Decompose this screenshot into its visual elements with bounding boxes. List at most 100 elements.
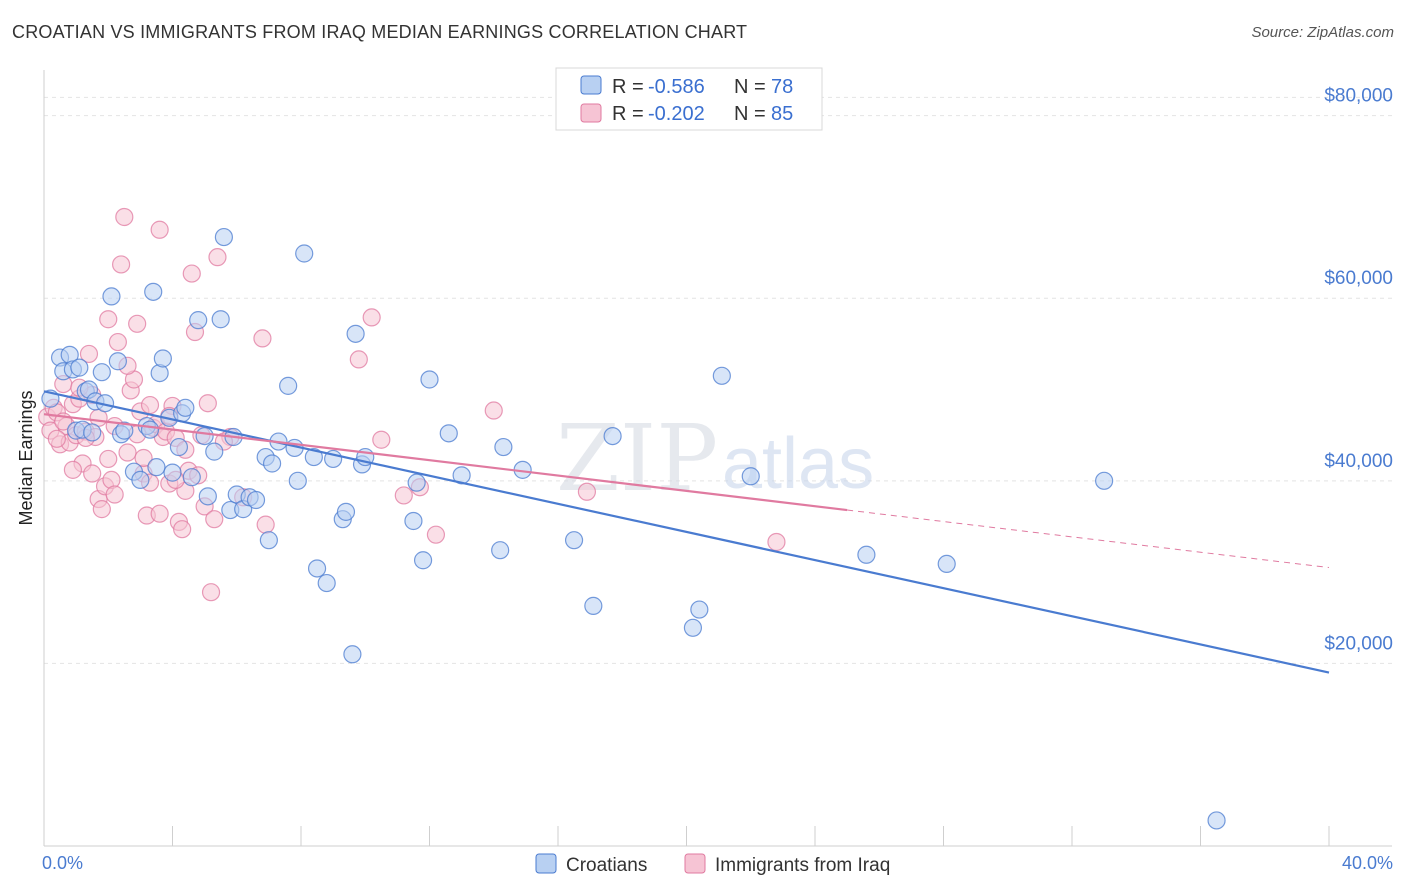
point-croatians-45 [259,531,278,550]
bottom-legend-swatch-croatians [535,853,557,874]
point-iraq-19 [99,310,118,329]
point-croatians-66 [439,424,458,443]
point-croatians-14 [102,287,121,306]
point-iraq-57 [362,308,381,327]
legend-swatch-croatians [580,75,602,95]
point-croatians-23 [147,458,166,477]
point-iraq-68 [134,448,153,468]
point-iraq-13 [79,344,99,364]
point-croatians-69 [494,437,513,457]
point-croatians-36 [211,310,230,329]
point-iraq-50 [201,583,221,602]
point-iraq-63 [577,482,597,501]
point-croatians-31 [182,468,201,487]
watermark-atlas: atlas [722,424,874,504]
point-croatians-68 [491,541,510,560]
trend-lines [43,390,1330,674]
point-croatians-21 [140,420,160,439]
point-iraq-62 [484,401,503,420]
point-croatians-43 [246,490,266,510]
legend-n-label-1: N = [734,76,766,98]
point-iraq-71 [83,464,102,483]
legend-r-value-2: -0.202 [648,103,705,125]
point-iraq-84 [205,510,224,529]
trend-line-croatians [43,390,1330,674]
point-iraq-25 [118,443,137,462]
point-iraq-82 [150,504,169,523]
point-croatians-53 [307,559,327,578]
y-tick-label-1: $40,000 [1324,451,1393,472]
point-croatians-46 [262,454,282,473]
point-iraq-58 [372,430,391,449]
point-croatians-63 [407,473,426,492]
point-croatians-37 [214,227,233,247]
point-croatians-19 [131,470,150,490]
point-iraq-51 [208,248,227,267]
point-croatians-76 [712,366,731,385]
point-croatians-27 [163,463,182,482]
point-iraq-17 [92,500,111,519]
point-croatians-22 [144,282,163,301]
point-iraq-55 [256,515,275,534]
x-axis-ticks [43,826,1330,846]
point-croatians-75 [690,600,709,619]
point-croatians-62 [404,511,423,531]
axes [43,70,1392,847]
point-iraq-28 [128,314,147,333]
point-iraq-81 [63,460,83,479]
point-croatians-59 [346,324,365,343]
point-croatians-58 [343,645,362,664]
x-tick-label-min: 0.0% [42,853,83,873]
bottom-legend: Croatians Immigrants from Iraq [535,853,890,876]
legend-n-label-2: N = [734,103,766,125]
legend-r-label-2: R = [612,103,644,125]
point-croatians-15 [108,352,127,371]
point-croatians-72 [584,596,603,615]
point-croatians-30 [176,398,195,417]
point-croatians-12 [92,363,111,382]
point-croatians-35 [205,442,224,461]
watermark: ZIP atlas [556,405,874,512]
point-croatians-52 [304,447,323,467]
legend-swatch-iraq [580,103,602,123]
point-croatians-71 [564,531,584,550]
point-croatians-48 [279,376,298,395]
y-axis-label: Median Earnings [16,390,36,525]
point-iraq-73 [140,395,160,415]
source-credit: Source: ZipAtlas.com [1251,24,1394,41]
point-iraq-22 [108,332,127,352]
point-croatians-34 [198,487,217,506]
point-iraq-42 [173,520,192,539]
trend-line-iraq-extension [847,509,1330,569]
point-croatians-73 [603,426,622,446]
point-croatians-33 [195,426,214,446]
series-croatians-points [41,227,1226,830]
y-tick-label-0: $20,000 [1324,633,1393,654]
point-iraq-23 [111,255,131,274]
point-croatians-80 [1095,471,1114,490]
point-croatians-10 [83,423,102,442]
point-croatians-25 [153,349,172,368]
point-iraq-79 [99,449,118,469]
point-croatians-74 [683,618,703,637]
legend-r-value-1: -0.586 [648,76,705,98]
point-croatians-50 [288,471,307,490]
point-iraq-59 [394,486,413,505]
point-croatians-78 [857,545,876,564]
legend-n-value-1: 78 [771,76,793,98]
y-tick-label-3: $80,000 [1324,86,1393,107]
point-croatians-6 [70,358,89,377]
point-iraq-54 [253,329,272,348]
point-iraq-75 [47,429,66,448]
point-iraq-49 [198,394,217,413]
bottom-legend-iraq: Immigrants from Iraq [715,855,890,876]
trend-line-iraq [43,413,848,512]
point-iraq-64 [767,532,786,552]
point-croatians-57 [336,502,356,521]
point-iraq-35 [150,220,169,239]
point-iraq-21 [105,485,124,504]
point-croatians-65 [420,370,439,389]
point-iraq-56 [349,350,368,369]
point-iraq-45 [182,264,201,283]
